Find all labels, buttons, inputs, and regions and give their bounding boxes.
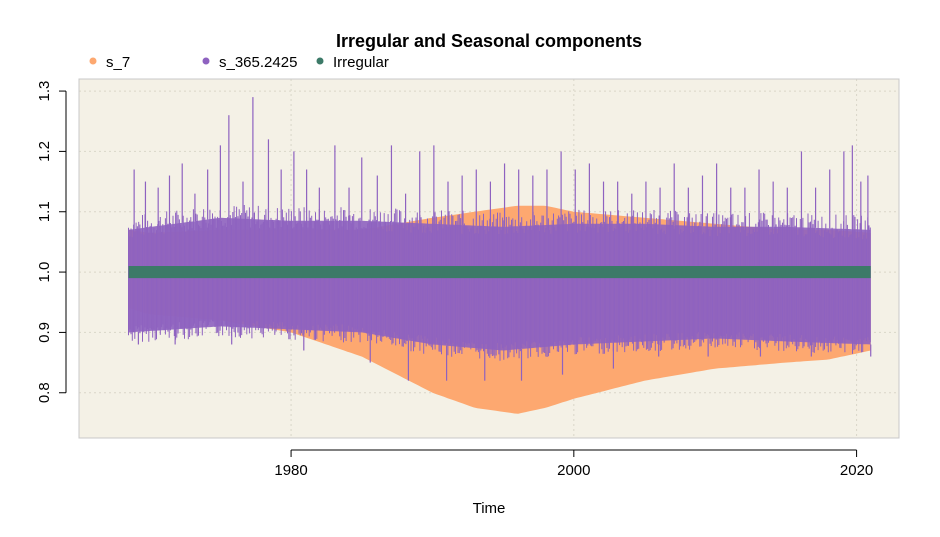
- legend-label-2: Irregular: [333, 54, 389, 71]
- series-layer: [128, 97, 872, 414]
- legend-marker-1: [202, 57, 210, 65]
- legend: s_7 s_365.2425 Irregular: [89, 54, 389, 71]
- y-tick-label-5: 1.3: [36, 81, 53, 102]
- y-tick-label-1: 0.9: [36, 322, 53, 343]
- y-tick-label-0: 0.8: [36, 382, 53, 403]
- chart-title: Irregular and Seasonal components: [336, 31, 642, 51]
- legend-label-1: s_365.2425: [219, 54, 297, 71]
- legend-marker-2: [316, 57, 324, 65]
- x-tick-label-2: 2020: [840, 462, 873, 479]
- x-tick-label-0: 1980: [274, 462, 307, 479]
- legend-marker-0: [89, 57, 97, 65]
- x-axis: 1980 2000 2020: [274, 449, 873, 479]
- y-tick-label-2: 1.0: [36, 262, 53, 283]
- legend-label-0: s_7: [106, 54, 130, 71]
- y-tick-label-4: 1.2: [36, 141, 53, 162]
- y-tick-label-3: 1.1: [36, 201, 53, 222]
- x-axis-label: Time: [473, 500, 506, 517]
- x-tick-label-1: 2000: [557, 462, 590, 479]
- plot-border: [78, 78, 900, 439]
- series-irregular-band: [128, 266, 871, 279]
- y-axis: 0.8 0.9 1.0 1.1 1.2 1.3: [36, 81, 67, 403]
